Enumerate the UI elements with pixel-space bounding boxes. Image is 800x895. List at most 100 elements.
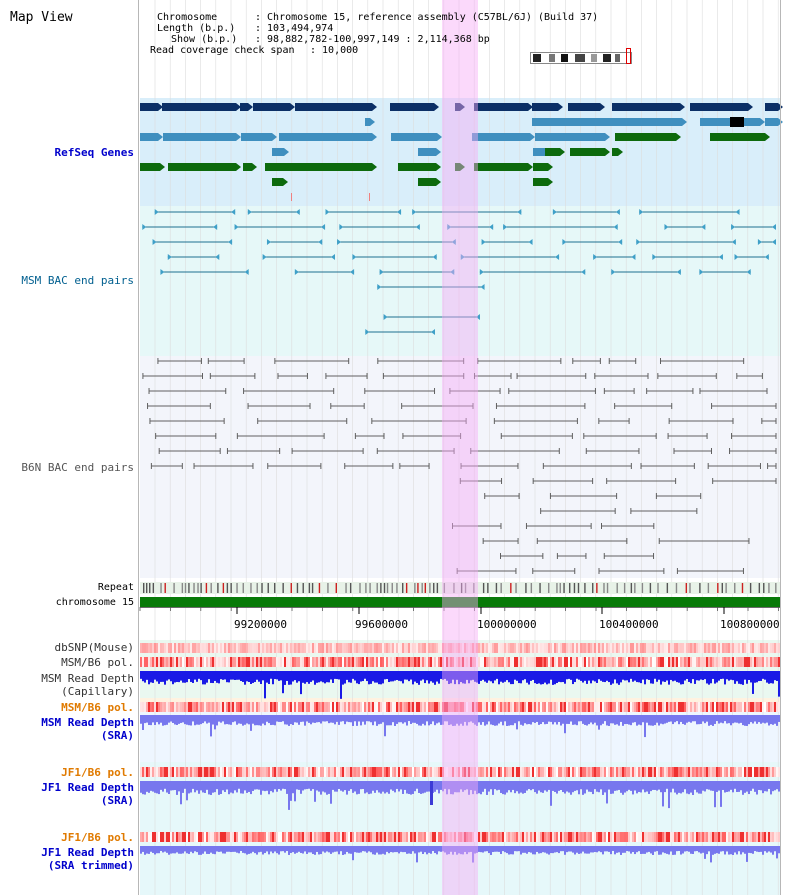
msm-b6-pol-cell [512, 657, 514, 667]
jf1-depth-sra-bar [204, 781, 206, 793]
dbsnp-cell [154, 643, 156, 653]
msm-depth-sra-bar [194, 715, 196, 726]
msm-b6-pol-2-cell [298, 702, 300, 712]
jf1-b6-pol-2-cell [606, 832, 608, 842]
msm-b6-pol-cell [558, 657, 560, 667]
jf1-depth-trimmed-bar [356, 846, 358, 853]
refseq-gene [612, 148, 618, 156]
jf1-depth-sra-bar [638, 781, 640, 792]
jf1-b6-pol-2-cell [282, 832, 284, 842]
jf1-depth-sra-bar [384, 781, 386, 794]
msm-bac-end [451, 239, 456, 245]
msm-bac-end [379, 269, 384, 275]
repeat-element [675, 583, 678, 593]
repeat-element [487, 583, 489, 593]
jf1-depth-sra-bar [776, 781, 778, 790]
jf1-depth-trimmed-bar [410, 846, 412, 854]
msm-b6-pol-cell [416, 657, 418, 667]
dbsnp-cell [538, 643, 540, 653]
msm-b6-pol-cell [254, 657, 256, 667]
jf1-b6-pol-cell [510, 767, 512, 777]
jf1-b6-pol-cell [362, 767, 364, 777]
msm-depth-capillary-bar [622, 671, 624, 680]
msm-depth-sra-bar [706, 715, 708, 722]
msm-depth-sra-bar [514, 715, 516, 724]
msm-depth-capillary-bar [698, 671, 700, 681]
msm-depth-capillary-bar [422, 671, 424, 680]
msm-depth-sra-bar [668, 715, 670, 722]
jf1-b6-pol-2-cell [500, 832, 502, 842]
msm-depth-capillary-bar [742, 671, 744, 685]
msm-b6-pol-cell [228, 657, 230, 667]
refseq-gene [163, 133, 236, 141]
jf1-b6-pol-2-cell [562, 832, 564, 842]
msm-depth-capillary-bar [442, 671, 444, 680]
msm-b6-pol-cell [464, 657, 466, 667]
jf1-depth-sra-bar [766, 781, 768, 792]
msm-depth-capillary-bar [388, 671, 390, 683]
jf1-b6-pol-2-cell [516, 832, 518, 842]
jf1-b6-pol-2-cell [740, 832, 742, 842]
msm-b6-pol-cell [762, 657, 764, 667]
jf1-b6-pol-2-cell [338, 832, 340, 842]
jf1-b6-pol-cell [178, 767, 180, 777]
jf1-b6-pol-cell [586, 767, 588, 777]
jf1-depth-trimmed-bar [522, 846, 524, 853]
msm-b6-pol-2-cell [764, 702, 766, 712]
dbsnp-cell [568, 643, 570, 653]
dbsnp-cell [240, 643, 242, 653]
jf1-b6-pol-cell [738, 767, 740, 777]
jf1-b6-pol-2-cell [640, 832, 642, 842]
jf1-b6-pol-2-cell [142, 832, 144, 842]
jf1-b6-pol-cell [598, 767, 600, 777]
msm-depth-capillary-bar [582, 671, 584, 683]
msm-depth-sra-bar [742, 715, 744, 726]
msm-depth-sra-bar [396, 715, 398, 724]
dbsnp-cell [218, 643, 220, 653]
msm-b6-pol-2-cell [410, 702, 412, 712]
track-label-b6n-bac: B6N BAC end pairs [21, 461, 134, 474]
msm-b6-pol-2-cell [274, 702, 276, 712]
msm-b6-pol-2-cell [172, 702, 174, 712]
msm-depth-capillary-bar [414, 671, 416, 682]
msm-b6-pol-2-cell [614, 702, 616, 712]
jf1-depth-trimmed-bar [696, 846, 698, 852]
jf1-depth-trimmed-bar [330, 846, 332, 854]
msm-depth-sra-bar [156, 715, 158, 723]
jf1-b6-pol-cell [412, 767, 414, 777]
msm-depth-sra-bar [300, 715, 302, 722]
refseq-gene [533, 148, 545, 156]
jf1-depth-trimmed-bar [626, 846, 628, 852]
jf1-b6-pol-cell [666, 767, 668, 777]
jf1-depth-trimmed-bar [322, 846, 324, 852]
jf1-b6-pol-2-cell [352, 832, 354, 842]
chromosome-ideogram[interactable] [530, 52, 632, 64]
jf1-depth-sra-bar [304, 781, 306, 790]
jf1-b6-pol-2-cell [408, 832, 410, 842]
gene-strand-arrow [158, 133, 163, 141]
jf1-b6-pol-cell [642, 767, 644, 777]
jf1-b6-pol-2-cell [620, 832, 622, 842]
dbsnp-cell [746, 643, 748, 653]
dbsnp-cell [534, 643, 536, 653]
dbsnp-cell [280, 643, 282, 653]
msm-bac-end [215, 254, 220, 260]
jf1-b6-pol-cell [534, 767, 536, 777]
msm-depth-capillary-bar [398, 671, 400, 681]
msm-b6-pol-cell [244, 657, 246, 667]
msm-b6-pol-cell [198, 657, 200, 667]
jf1-b6-pol-cell [608, 767, 610, 777]
jf1-b6-pol-2-cell [278, 832, 280, 842]
jf1-depth-sra-bar [772, 781, 774, 792]
jf1-depth-trimmed-bar [146, 846, 148, 854]
msm-b6-pol-cell [226, 657, 228, 667]
dbsnp-cell [392, 643, 394, 653]
repeat-element [721, 583, 723, 593]
msm-depth-capillary-bar [334, 671, 336, 679]
msm-b6-pol-cell [406, 657, 408, 667]
dbsnp-cell [260, 643, 262, 653]
msm-b6-pol-2-cell [510, 702, 512, 712]
repeat-element [453, 583, 455, 593]
msm-depth-sra-bar [152, 715, 154, 723]
